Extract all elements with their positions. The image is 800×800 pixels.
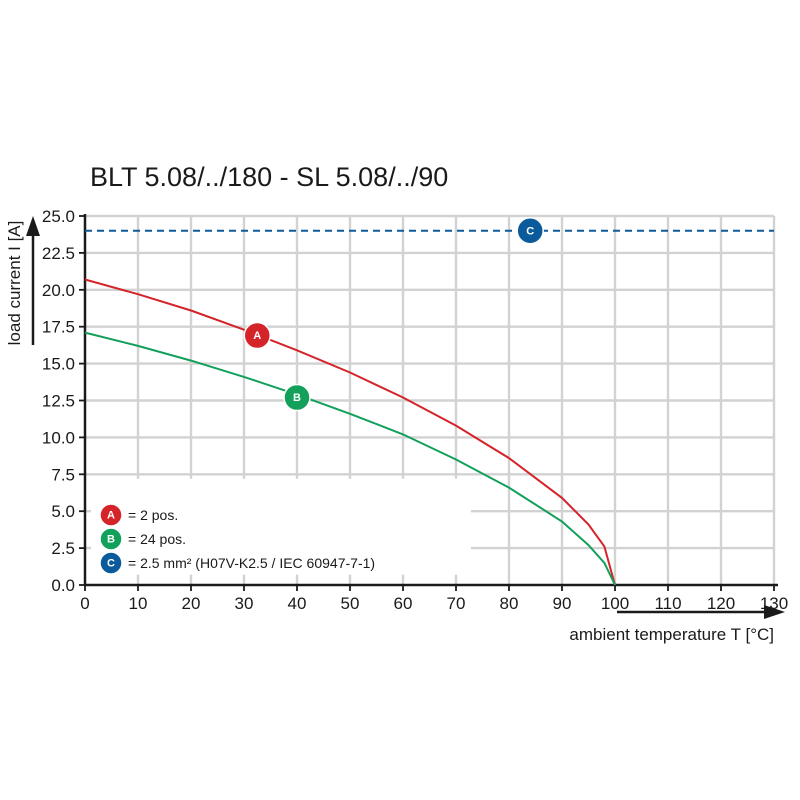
x-tick-label: 110 bbox=[654, 594, 681, 613]
y-label-arrow-head bbox=[26, 216, 40, 236]
legend-label-c: = 2.5 mm² (H07V-K2.5 / IEC 60947-7-1) bbox=[128, 555, 375, 571]
badge-letter: B bbox=[107, 534, 115, 546]
badge-circle bbox=[283, 383, 311, 412]
x-label-arrow-head bbox=[764, 605, 785, 619]
x-tick-label: 20 bbox=[182, 594, 201, 613]
x-tick-label: 80 bbox=[500, 594, 519, 613]
y-tick-label: 20.0 bbox=[42, 281, 75, 300]
badge-circle bbox=[99, 527, 123, 551]
legend-label-b: = 24 pos. bbox=[128, 531, 186, 547]
y-tick-label: 12.5 bbox=[42, 392, 75, 411]
y-tick-label: 10.0 bbox=[42, 428, 75, 447]
x-tick-label: 120 bbox=[707, 594, 735, 613]
x-tick-label: 70 bbox=[447, 594, 466, 613]
x-tick-label: 100 bbox=[601, 594, 629, 613]
y-tick-label: 2.5 bbox=[51, 539, 75, 558]
tick-labels: 0 10 20 30 40 50 60 70 80 90 100 110 120 130 0.0 2.5 5.0… bbox=[42, 207, 788, 613]
series-line-b bbox=[84, 331, 616, 586]
x-tick-label: 0 bbox=[80, 594, 89, 613]
y-axis-label: load current I [A] bbox=[5, 221, 24, 346]
y-tick-label: 7.5 bbox=[51, 465, 75, 484]
badge-letter: C bbox=[526, 225, 534, 237]
series-lines bbox=[84, 229, 774, 586]
badge-letter: A bbox=[253, 330, 261, 342]
chart-title: BLT 5.08/../180 - SL 5.08/../90 bbox=[90, 162, 448, 192]
x-tick-label: 60 bbox=[394, 594, 413, 613]
marker-badge-b: B bbox=[283, 383, 311, 412]
x-tick-label: 90 bbox=[553, 594, 572, 613]
legend-badge-c: C bbox=[99, 551, 123, 575]
badge-circle bbox=[243, 321, 271, 350]
badge-letter: B bbox=[293, 392, 301, 404]
x-tick-label: 10 bbox=[129, 594, 148, 613]
y-tick-label: 17.5 bbox=[42, 318, 75, 337]
badge-circle bbox=[99, 503, 123, 527]
y-tick-label: 22.5 bbox=[42, 244, 75, 263]
y-tick-label: 15.0 bbox=[42, 355, 75, 374]
legend-background bbox=[91, 478, 471, 575]
y-tick-label: 5.0 bbox=[51, 502, 75, 521]
marker-badge-c: C bbox=[516, 217, 544, 245]
axes bbox=[26, 214, 785, 619]
badge-circle bbox=[99, 551, 123, 575]
legend-badge-b: B bbox=[99, 527, 123, 551]
x-axis-label: ambient temperature T [°C] bbox=[569, 625, 774, 644]
series-markers: A B C bbox=[243, 217, 544, 412]
badge-circle bbox=[516, 217, 544, 245]
legend-background-box bbox=[91, 478, 471, 575]
y-tick-label: 0.0 bbox=[51, 576, 75, 595]
series-line-a bbox=[84, 278, 616, 586]
x-tick-label: 40 bbox=[288, 594, 307, 613]
badge-letter: C bbox=[107, 558, 115, 570]
x-tick-label: 130 bbox=[760, 594, 788, 613]
legend: A = 2 pos. B = 24 pos. C = 2.5 mm² (H07V-K2.5… bbox=[99, 503, 375, 575]
x-tick-label: 50 bbox=[341, 594, 360, 613]
marker-badge-a: A bbox=[243, 321, 271, 350]
legend-label-a: = 2 pos. bbox=[128, 507, 178, 523]
legend-badge-a: A bbox=[99, 503, 123, 527]
x-tick-label: 30 bbox=[235, 594, 254, 613]
badge-letter: A bbox=[107, 510, 115, 522]
y-tick-label: 25.0 bbox=[42, 207, 75, 226]
